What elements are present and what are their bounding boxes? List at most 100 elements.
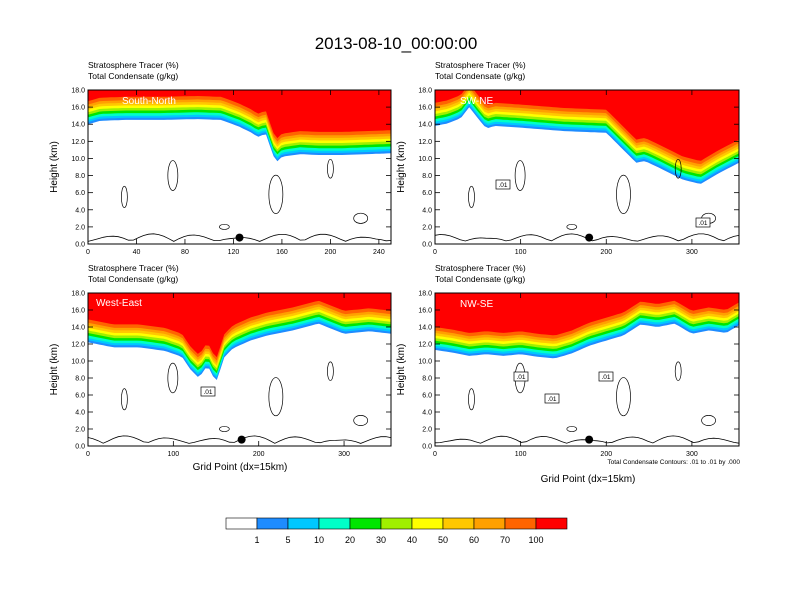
colorbar-label: 20 xyxy=(345,535,355,545)
location-marker xyxy=(585,233,594,242)
condensate-contour xyxy=(327,158,334,179)
x-tick-label: 80 xyxy=(181,249,189,256)
condensate-contour xyxy=(353,415,369,426)
y-tick-label: 2.0 xyxy=(422,224,432,231)
contour-label-box xyxy=(544,393,560,404)
x-tick-label: 160 xyxy=(276,249,288,256)
y-tick-label: 18.0 xyxy=(71,291,85,298)
x-tick-label: 300 xyxy=(338,451,350,458)
y-tick-label: 16.0 xyxy=(418,105,432,112)
panel-line-tracer: Stratosphere Tracer (%) xyxy=(88,60,179,70)
panel-line-tracer: Stratosphere Tracer (%) xyxy=(435,263,526,273)
y-tick-label: 16.0 xyxy=(71,105,85,112)
y-axis-label: Height (km) xyxy=(49,141,60,193)
y-tick-label: 10.0 xyxy=(71,156,85,163)
colorbar-label: 70 xyxy=(500,535,510,545)
contour-label: .01 xyxy=(547,396,556,403)
y-tick-label: 4.0 xyxy=(75,207,85,214)
condensate-contour xyxy=(167,160,179,191)
x-tick-label: 300 xyxy=(686,451,698,458)
x-tick-label: 0 xyxy=(433,249,437,256)
location-marker xyxy=(237,435,246,444)
y-tick-label: 6.0 xyxy=(422,393,432,400)
condensate-contour xyxy=(514,160,526,191)
y-tick-label: 6.0 xyxy=(422,190,432,197)
condensate-contour xyxy=(167,362,179,394)
x-axis-label-bottom-right: Grid Point (dx=15km) xyxy=(541,474,636,485)
condensate-contour xyxy=(468,388,475,411)
colorbar-box xyxy=(287,517,320,530)
contour-label: .01 xyxy=(516,374,525,381)
x-tick-label: 0 xyxy=(433,451,437,458)
y-tick-label: 12.0 xyxy=(418,342,432,349)
colorbar-label: 40 xyxy=(407,535,417,545)
panel-line-tracer: Stratosphere Tracer (%) xyxy=(88,263,179,273)
condensate-contour xyxy=(468,185,475,208)
panels: Stratosphere Tracer (%)Total Condensate … xyxy=(49,60,740,458)
colorbar-label: 100 xyxy=(528,535,543,545)
contour-label-box xyxy=(598,371,614,382)
x-tick-label: 0 xyxy=(86,249,90,256)
plot-frame xyxy=(434,89,740,245)
contour-label: .01 xyxy=(698,220,707,227)
y-tick-label: 2.0 xyxy=(75,224,85,231)
colorbar-box xyxy=(380,517,413,530)
condensate-contour xyxy=(674,158,682,179)
colorbar-box xyxy=(411,517,444,530)
y-tick-label: 18.0 xyxy=(71,88,85,95)
condensate-contour xyxy=(219,223,230,230)
contour-label: .01 xyxy=(498,182,507,189)
section-label: West-East xyxy=(96,298,142,309)
colorbar-label: 10 xyxy=(314,535,324,545)
x-tick-label: 200 xyxy=(325,249,337,256)
tracer-band-100 xyxy=(435,90,739,161)
y-tick-label: 18.0 xyxy=(418,291,432,298)
tracer-band-100 xyxy=(88,293,391,358)
y-tick-label: 2.0 xyxy=(422,427,432,434)
colorbar-label: 50 xyxy=(438,535,448,545)
section-label: South-North xyxy=(122,96,176,107)
panel-line-condensate: Total Condensate (g/kg) xyxy=(435,274,525,284)
y-tick-label: 2.0 xyxy=(75,427,85,434)
colorbar-box xyxy=(473,517,506,530)
colorbar-box xyxy=(504,517,537,530)
y-tick-label: 14.0 xyxy=(418,122,432,129)
y-tick-label: 4.0 xyxy=(422,410,432,417)
tracer-band-100 xyxy=(435,293,739,336)
contour-label-box xyxy=(495,179,511,190)
x-tick-label: 0 xyxy=(86,451,90,458)
tracer-band-100 xyxy=(88,90,391,139)
section-label: SW-NE xyxy=(460,96,493,107)
y-tick-label: 14.0 xyxy=(71,122,85,129)
plot-frame xyxy=(434,292,740,447)
panel-west-east: Stratosphere Tracer (%)Total Condensate … xyxy=(49,263,392,458)
panel-line-condensate: Total Condensate (g/kg) xyxy=(435,71,525,81)
x-tick-label: 240 xyxy=(373,249,385,256)
y-tick-label: 12.0 xyxy=(71,342,85,349)
plot-frame xyxy=(87,292,392,447)
x-tick-label: 100 xyxy=(168,451,180,458)
x-tick-label: 40 xyxy=(133,249,141,256)
colorbar-box xyxy=(349,517,382,530)
colorbar-box xyxy=(225,517,258,530)
y-tick-label: 4.0 xyxy=(422,207,432,214)
y-tick-label: 10.0 xyxy=(418,156,432,163)
y-tick-label: 10.0 xyxy=(71,359,85,366)
contour-label: .01 xyxy=(203,389,212,396)
colorbar-label: 5 xyxy=(285,535,290,545)
x-tick-label: 100 xyxy=(515,249,527,256)
contour-label: .01 xyxy=(601,374,610,381)
panel-line-condensate: Total Condensate (g/kg) xyxy=(88,274,178,284)
y-tick-label: 0.0 xyxy=(422,242,432,249)
panel-sw-ne: Stratosphere Tracer (%)Total Condensate … xyxy=(396,60,740,256)
x-tick-label: 300 xyxy=(686,249,698,256)
condensate-contour xyxy=(353,212,369,224)
y-tick-label: 4.0 xyxy=(75,410,85,417)
colorbar: 1 5 10 20 30 40 50 60 70 100 xyxy=(225,517,568,545)
colorbar-box xyxy=(318,517,351,530)
y-tick-label: 0.0 xyxy=(75,444,85,451)
condensate-contour xyxy=(219,426,230,432)
x-tick-label: 200 xyxy=(600,249,612,256)
colorbar-box xyxy=(442,517,475,530)
